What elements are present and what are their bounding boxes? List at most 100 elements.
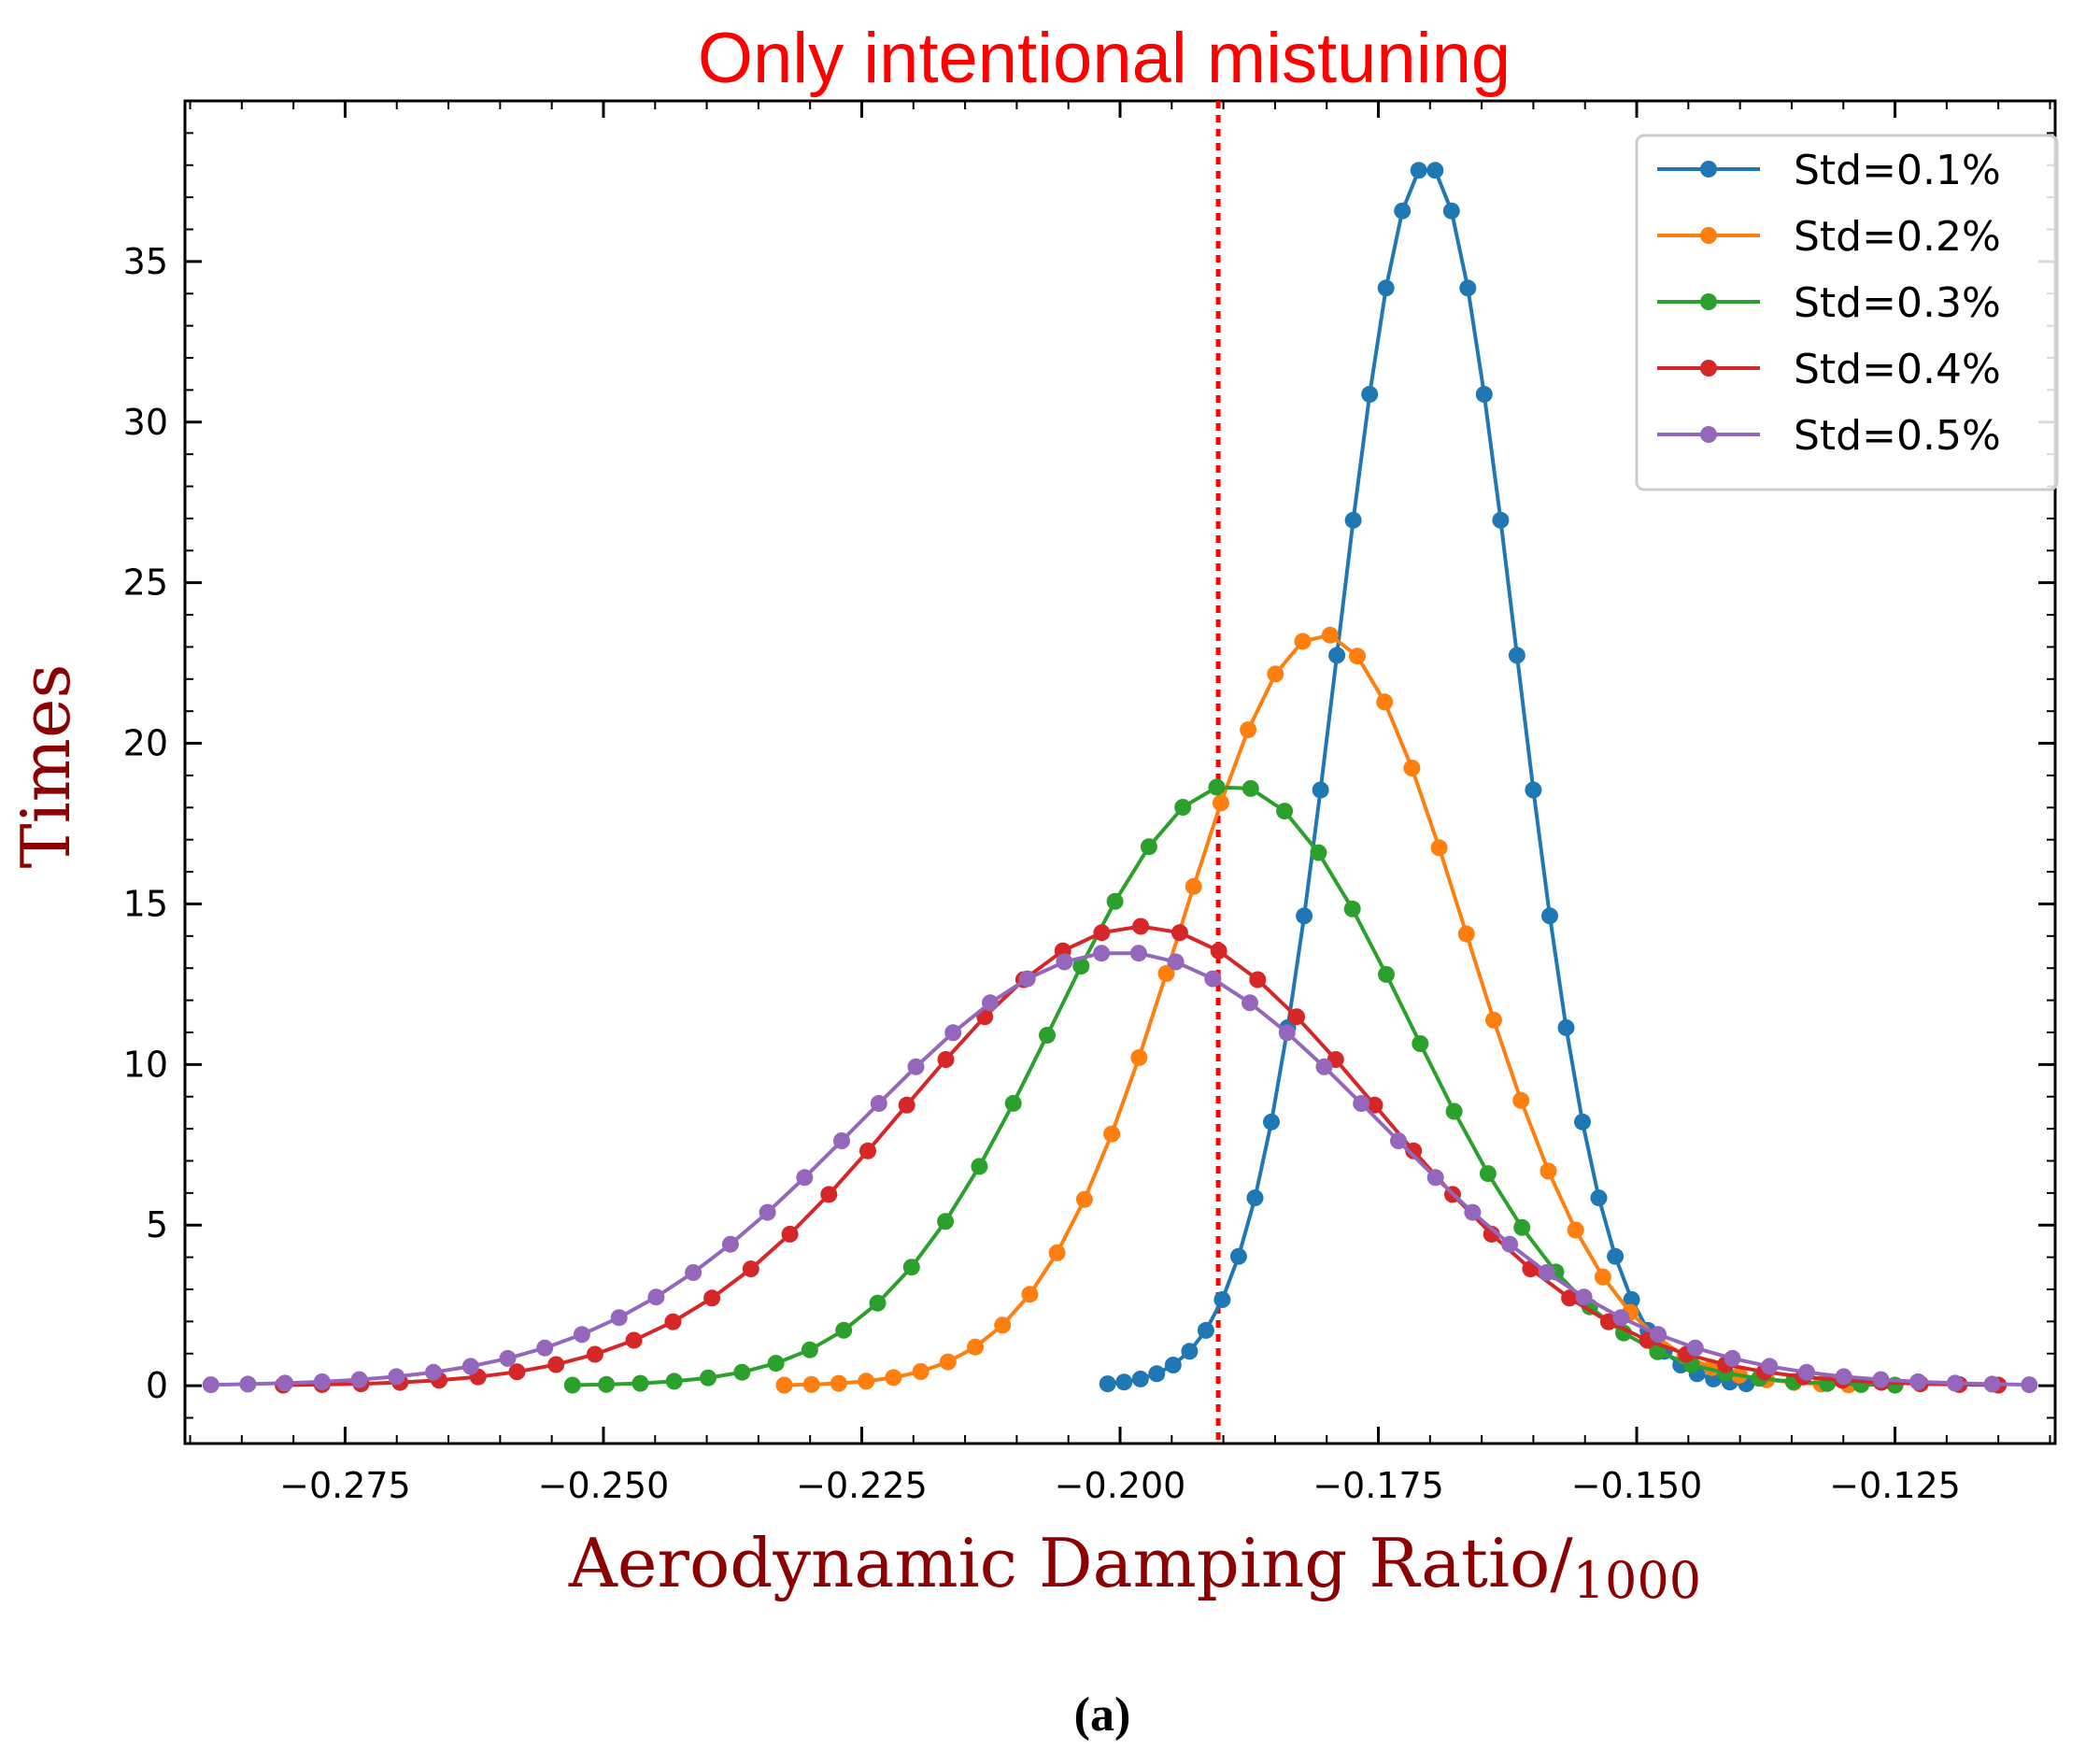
series-point [759,1203,776,1221]
series-point [1590,1189,1608,1207]
series-point [1410,162,1427,179]
x-axis-label-main: Aerodynamic Damping Ratio/ [568,1524,1573,1602]
series-point [1140,838,1157,856]
series-point [1798,1363,1815,1381]
y-tick-label: 20 [123,723,168,764]
series-point [1004,1094,1022,1112]
series-point [858,1373,875,1390]
series-point [1492,511,1510,529]
x-tick-label: −0.175 [1312,1465,1444,1506]
series-point [1276,803,1294,820]
series-point [1093,945,1111,962]
series-point [1072,958,1090,974]
series-point [1075,1190,1093,1208]
chart-title: Only intentional mistuning [698,19,1511,98]
series-point [1229,1247,1247,1265]
series-point [1426,162,1444,179]
series-point [830,1374,847,1392]
series-point [1835,1368,1852,1386]
series-point [563,1376,581,1394]
series-point [733,1363,751,1381]
legend-item: Std=0.4% [1657,346,2001,393]
legend-item: Std=0.1% [1657,147,2001,194]
x-tick-label: −0.125 [1829,1465,1961,1506]
series-point [1157,964,1175,982]
x-axis-label: Aerodynamic Damping Ratio/1000 [568,1524,1701,1610]
series-point [1430,839,1448,857]
series-point [1612,1309,1630,1327]
series-point [1181,1343,1199,1360]
series-point [1048,1244,1066,1261]
series-point [1321,626,1339,644]
series-point [1442,202,1460,220]
series-point [1099,1375,1116,1393]
series-point [1310,844,1327,861]
series-point [1650,1326,1667,1344]
series-point [1288,1008,1305,1026]
series-point [1164,1357,1182,1373]
series-point [859,1142,876,1159]
series-point [1561,1289,1579,1307]
series-point [1412,1035,1429,1052]
series-point [1501,1235,1519,1253]
series-point [912,1363,929,1380]
series-point [1263,1113,1280,1131]
x-tick-label: −0.250 [538,1465,670,1506]
y-tick-label: 25 [123,562,168,604]
series-point [1459,279,1477,297]
series-point [1039,1027,1056,1044]
series-4 [275,918,2008,1394]
series-point [1240,721,1257,739]
series-point [1541,907,1558,925]
series-point [1197,1321,1214,1339]
series-point [1457,925,1475,943]
series-point [994,1316,1012,1334]
series-point [1479,1165,1497,1183]
series-point [1148,1365,1166,1383]
x-tick-label: −0.225 [796,1465,928,1506]
series-point [610,1309,628,1327]
series-point [1171,924,1188,942]
series-point [313,1373,331,1390]
y-tick-label: 0 [146,1365,168,1406]
series-point [700,1369,717,1387]
y-tick-label: 5 [146,1204,168,1245]
x-tick-label: −0.200 [1055,1465,1186,1506]
series-point [1464,1203,1482,1221]
series-point [1174,799,1192,816]
series-point [388,1368,405,1386]
series-point [721,1235,739,1253]
legend-swatch-marker [1700,426,1717,443]
series-point [1574,1113,1591,1131]
series-point [742,1260,759,1278]
series-point [1208,778,1226,796]
series-point [1242,994,1258,1012]
series-point [1296,907,1313,925]
series-point [1686,1339,1704,1357]
series-point [1185,877,1202,895]
series-point [499,1349,517,1367]
series-point [775,1376,793,1394]
series-point [802,1375,820,1393]
series-point [1132,918,1150,935]
series-point [685,1264,702,1281]
series-point [870,1095,887,1112]
series-line [283,924,1999,1387]
series-point [1353,1095,1370,1112]
x-tick-label: −0.275 [279,1465,411,1506]
series-point [1056,953,1073,971]
series-point [1649,1343,1667,1360]
series-5 [202,945,2038,1394]
series-point [547,1356,565,1373]
legend-item: Std=0.2% [1657,213,2001,261]
series-point [869,1294,887,1312]
series-point [1129,945,1147,962]
series-point [1366,1096,1383,1114]
series-point [1344,511,1362,529]
series-group [202,162,2038,1394]
series-point [833,1132,850,1149]
series-point [1403,760,1421,776]
legend-swatch-marker [1700,161,1717,178]
series-point [1513,1218,1531,1236]
series-point [1377,279,1395,297]
